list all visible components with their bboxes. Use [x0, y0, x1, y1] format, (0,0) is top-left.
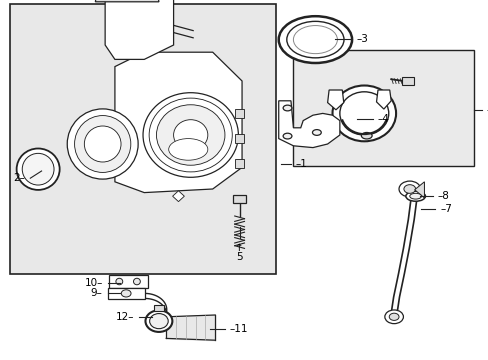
Text: 2–: 2–	[14, 173, 25, 183]
Text: –4: –4	[377, 114, 388, 124]
Text: –11: –11	[229, 324, 248, 334]
Polygon shape	[172, 191, 184, 202]
FancyBboxPatch shape	[234, 109, 244, 118]
Text: –8: –8	[437, 191, 448, 201]
Ellipse shape	[145, 310, 172, 332]
Text: –7: –7	[439, 204, 451, 214]
Ellipse shape	[168, 139, 207, 160]
Ellipse shape	[173, 120, 207, 150]
Ellipse shape	[17, 148, 60, 190]
Ellipse shape	[133, 278, 140, 285]
Ellipse shape	[156, 105, 224, 165]
Ellipse shape	[74, 116, 131, 172]
Ellipse shape	[121, 290, 131, 297]
Polygon shape	[376, 90, 390, 109]
Text: –3: –3	[356, 34, 368, 44]
Text: 9–: 9–	[91, 288, 102, 298]
Text: 10–: 10–	[84, 278, 102, 288]
Circle shape	[398, 181, 420, 197]
Ellipse shape	[293, 26, 337, 54]
Text: –6: –6	[486, 105, 488, 115]
Polygon shape	[107, 288, 144, 299]
Polygon shape	[414, 182, 424, 198]
Circle shape	[403, 185, 415, 193]
FancyBboxPatch shape	[232, 195, 246, 203]
Polygon shape	[327, 90, 343, 110]
Ellipse shape	[283, 105, 291, 111]
Ellipse shape	[339, 92, 388, 135]
Ellipse shape	[332, 85, 395, 141]
Ellipse shape	[361, 132, 371, 139]
Ellipse shape	[116, 278, 122, 285]
Ellipse shape	[84, 126, 121, 162]
Text: 12–: 12–	[116, 312, 134, 322]
Ellipse shape	[142, 93, 238, 177]
Ellipse shape	[283, 133, 291, 139]
Circle shape	[388, 313, 398, 320]
Ellipse shape	[405, 191, 425, 201]
FancyBboxPatch shape	[234, 159, 244, 168]
Polygon shape	[105, 0, 173, 59]
Ellipse shape	[312, 130, 321, 135]
Ellipse shape	[22, 153, 54, 185]
Ellipse shape	[278, 16, 351, 63]
Ellipse shape	[286, 21, 344, 58]
Ellipse shape	[67, 109, 138, 179]
FancyBboxPatch shape	[10, 4, 276, 274]
Ellipse shape	[409, 193, 421, 199]
Ellipse shape	[149, 314, 168, 329]
Polygon shape	[95, 0, 159, 2]
Polygon shape	[108, 275, 147, 288]
FancyBboxPatch shape	[401, 77, 413, 85]
Polygon shape	[278, 101, 339, 148]
FancyBboxPatch shape	[293, 50, 473, 166]
Ellipse shape	[149, 98, 232, 172]
Polygon shape	[115, 52, 242, 193]
Text: –1: –1	[295, 159, 307, 169]
Text: ↑
5: ↑ 5	[235, 243, 244, 262]
FancyBboxPatch shape	[234, 134, 244, 143]
Circle shape	[384, 310, 403, 324]
FancyBboxPatch shape	[154, 305, 163, 311]
